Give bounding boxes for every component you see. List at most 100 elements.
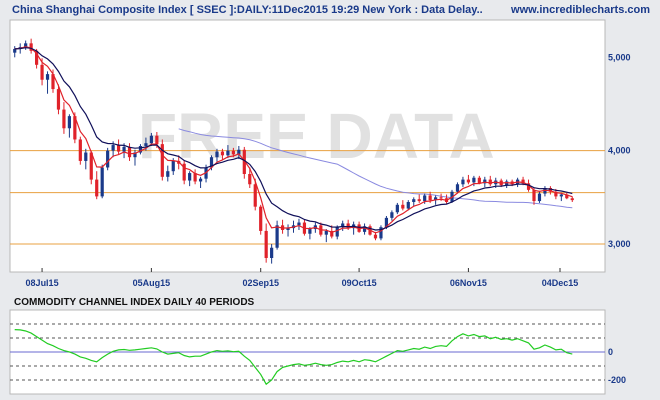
candle [198,176,203,188]
candle [565,192,569,200]
chart-title: China Shanghai Composite Index [ SSEC ]:… [12,4,483,16]
candle [362,223,367,235]
candle [253,178,257,211]
cci-line [14,329,573,386]
candle-body [138,146,143,153]
candle [95,171,99,200]
candle-body [133,152,137,158]
candle-body [477,177,481,184]
candle-body [226,150,230,156]
candle-body [384,217,389,228]
candle-body [423,195,427,202]
candle-body [488,179,492,185]
ma-mid-line [14,47,573,231]
price-y-axis: 3,000 4,000 5,000 [608,52,631,249]
candle [242,146,246,179]
candle-body [237,149,241,155]
candle [45,71,50,94]
candle [466,174,471,185]
candle-body [472,177,476,183]
cci-line-group [14,329,573,386]
candle-body [455,184,460,192]
moving-averages [14,46,573,234]
candle [56,84,61,115]
candle [138,144,143,155]
candle [570,196,574,202]
candle [13,46,17,58]
candle [401,200,405,211]
price-x-tick-label: 09Oct15 [342,278,377,288]
candle [455,182,460,194]
site-url[interactable]: www.incrediblecharts.com [511,4,650,16]
candle-body [62,109,66,129]
candle [67,114,71,138]
candle [308,227,312,240]
candle-body [182,163,186,181]
candle-body [505,181,509,186]
candle-body [171,160,175,172]
candle [505,179,509,188]
candle [193,169,197,185]
candle-body [434,197,438,201]
candle-body [417,199,421,202]
candle-body [390,212,394,218]
price-x-tick-label: 02Sep15 [242,278,279,288]
candle [417,194,421,203]
candle-body [220,151,225,156]
candle [472,175,476,187]
candle [297,218,301,230]
candle-body [248,174,252,185]
candle [133,149,137,166]
candle-body [116,145,121,152]
candle-body [439,197,443,199]
candle-body [111,145,115,151]
ma-short-line [14,46,573,234]
candle-body [406,202,410,209]
candle-body [483,179,487,184]
candle-body [242,149,246,174]
candle [537,191,542,203]
candle-body [95,179,99,197]
candle-body [13,48,17,53]
candle [116,139,121,155]
candle [461,176,465,188]
candle-body [379,227,383,239]
candle [106,147,110,171]
candle [559,192,563,202]
candle-body [122,146,126,152]
candle [29,38,33,54]
candle-body [253,184,257,207]
candle-body [188,173,192,181]
candle-body [324,230,328,235]
candle-body [193,173,197,182]
price-x-tick-label: 04Dec15 [542,278,579,288]
candle [78,136,82,165]
candle [182,160,186,185]
candle-body [270,247,274,258]
candle-body [100,167,104,197]
candle-body [346,223,350,229]
price-y-tick-label: 5,000 [608,52,631,62]
price-x-tick-label: 05Aug15 [133,278,171,288]
candle-body [144,143,148,146]
candle-body [209,157,214,168]
candle-body [215,151,219,158]
candle-body [521,179,525,184]
candle [341,220,345,231]
candle-body [559,194,563,197]
candle-body [84,152,88,161]
candle-body [45,74,50,80]
candle-body [548,188,553,192]
candle-body [264,230,268,258]
candle-body [78,139,82,161]
candle [248,167,252,188]
candle-body [532,189,536,202]
candle-body [297,222,301,226]
candle-body [24,43,28,48]
candle-body [160,144,164,177]
candle-body [330,230,334,237]
candle [237,146,241,160]
candle-body [275,225,279,248]
candle-body [166,171,170,177]
moving-average-long [178,128,573,209]
